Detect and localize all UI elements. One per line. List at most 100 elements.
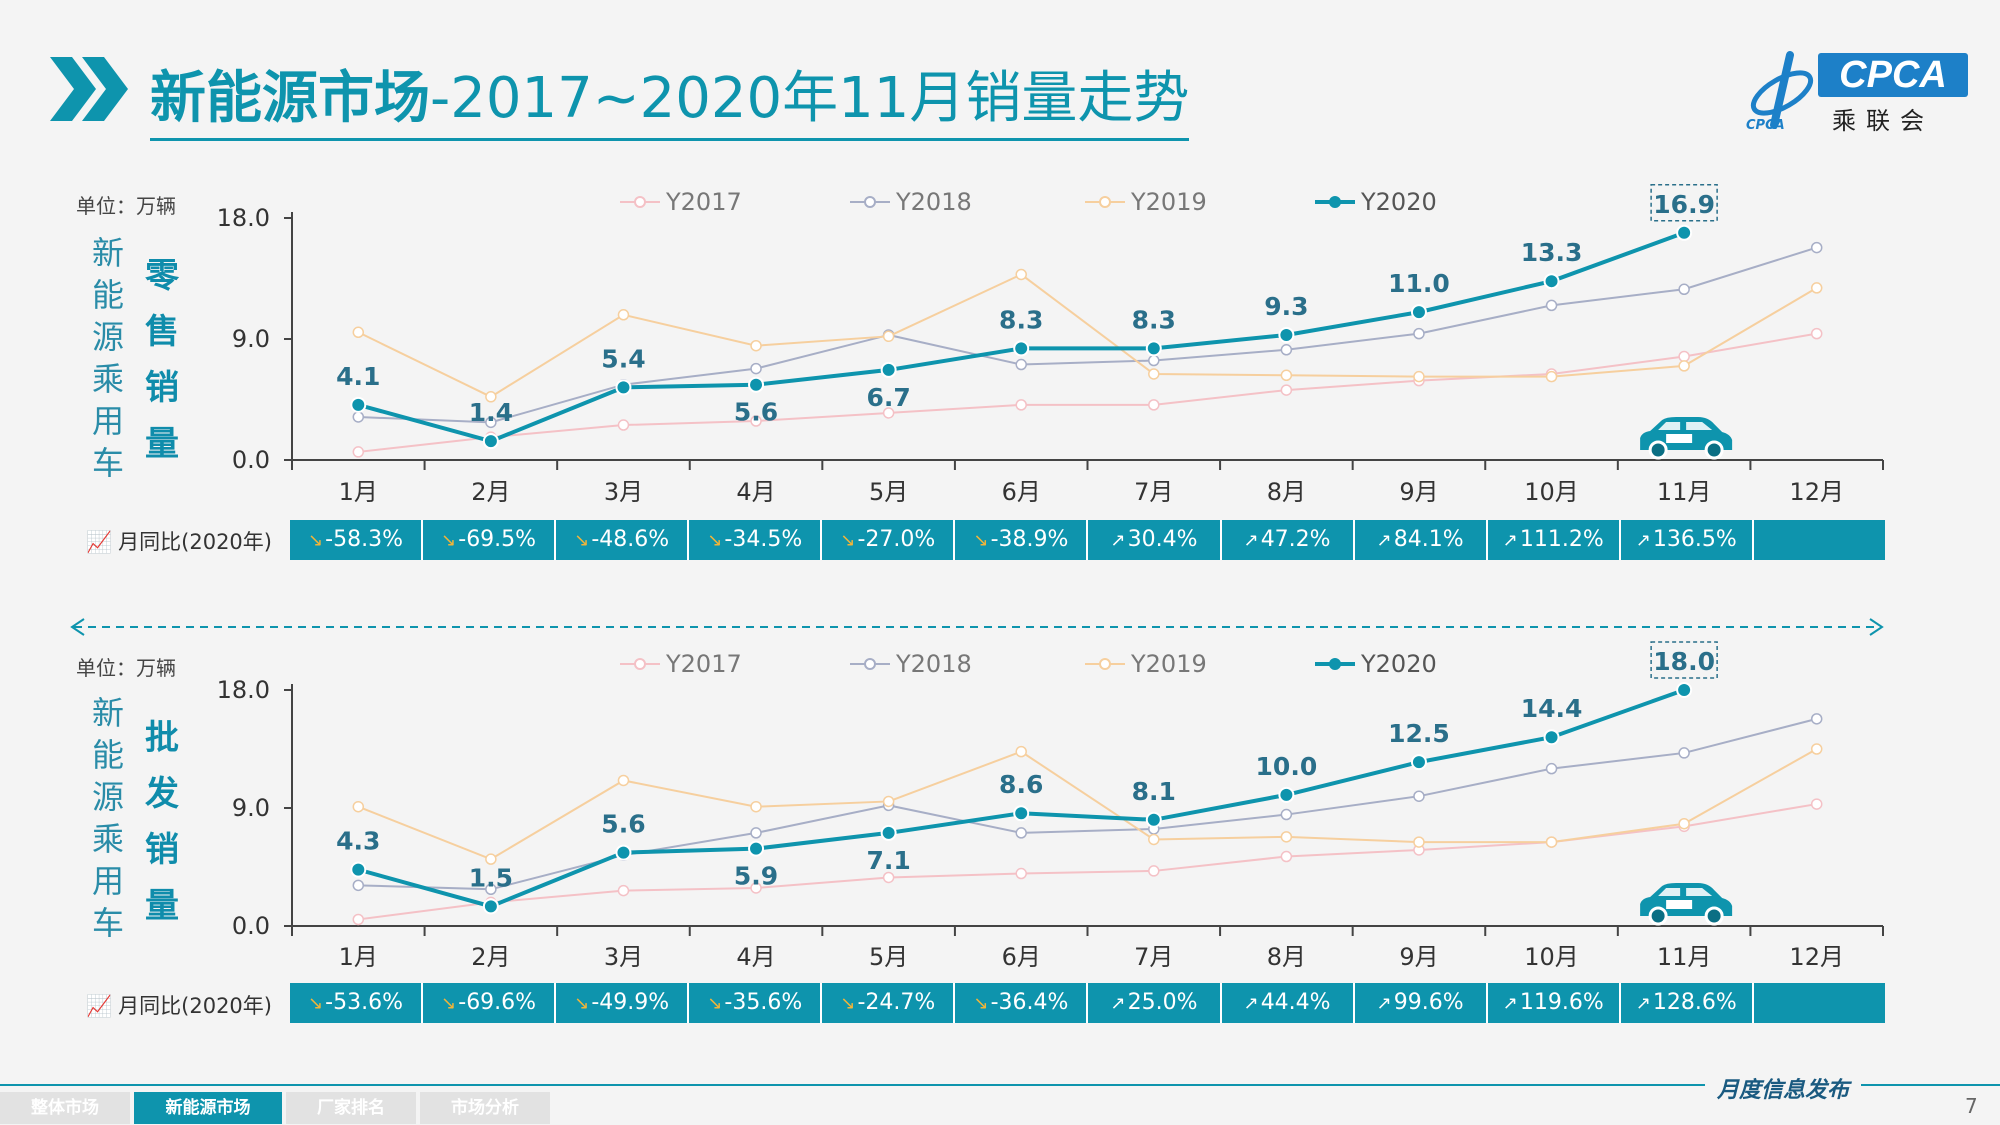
left-label-char: 源 <box>91 778 124 816</box>
x-tick-label: 12月 <box>1789 478 1844 506</box>
yoy-cell: ↘-27.0% <box>822 520 956 560</box>
trend-down-icon: ↘ <box>840 530 856 551</box>
x-tick-label: 4月 <box>736 943 775 971</box>
x-tick-label: 3月 <box>604 943 643 971</box>
x-tick-label: 10月 <box>1524 478 1579 506</box>
data-label: 4.1 <box>336 362 380 391</box>
trend-down-icon: ↘ <box>840 993 856 1014</box>
yoy-cell: ↘-48.6% <box>556 520 690 560</box>
x-tick-label: 12月 <box>1789 943 1844 971</box>
data-point-y2020 <box>1013 805 1030 822</box>
y-tick-label: 9.0 <box>232 794 270 822</box>
data-point-y2020 <box>748 376 765 393</box>
data-point-y2018 <box>750 362 762 375</box>
data-label: 9.3 <box>1264 292 1308 321</box>
trend-up-icon: ↗ <box>1502 993 1518 1014</box>
data-point-y2018 <box>1413 327 1425 340</box>
data-point-y2020 <box>1543 273 1560 290</box>
x-tick-label: 7月 <box>1134 943 1173 971</box>
data-point-y2018 <box>1678 747 1690 759</box>
yoy-cell: ↘-36.4% <box>955 983 1089 1023</box>
data-point-y2020 <box>748 840 765 857</box>
yoy-cell: ↘-38.9% <box>955 520 1089 560</box>
data-point-y2017 <box>1810 327 1823 340</box>
data-point-y2017 <box>750 415 762 427</box>
x-tick-label: 4月 <box>736 478 775 506</box>
data-point-y2019 <box>352 326 365 339</box>
page-title-main: 新能源市场 <box>150 66 430 131</box>
data-point-y2019 <box>1148 833 1160 846</box>
footer-tab-ranking[interactable]: 厂家排名 <box>286 1092 416 1124</box>
data-point-y2019 <box>352 800 365 813</box>
trend-up-icon: 📈 <box>86 994 113 1018</box>
svg-text:Y2020: Y2020 <box>1360 650 1437 678</box>
side-vertical-label: 零 售 销 量 <box>142 248 182 472</box>
car-icon <box>1640 883 1733 926</box>
x-tick-label: 3月 <box>604 478 643 506</box>
side-label-char: 批 <box>145 718 179 758</box>
trend-down-icon: ↘ <box>973 530 989 551</box>
data-point-y2019 <box>1015 268 1027 281</box>
data-label-highlight-box <box>1650 641 1718 679</box>
unit-label: 单位：万辆 <box>76 656 176 680</box>
trend-up-icon: ↗ <box>1110 993 1126 1014</box>
data-point-y2019 <box>1280 369 1293 382</box>
yoy-cell: ↘-49.9% <box>556 983 690 1023</box>
svg-text:Y2017: Y2017 <box>665 650 742 678</box>
x-tick-label: 8月 <box>1267 478 1306 506</box>
yoy-cell: ↗119.6% <box>1487 983 1621 1023</box>
yoy-bar: ↘-58.3% ↘-69.5% ↘-48.6% ↘-34.5% ↘-27.0% ↘-38.… <box>290 520 1885 560</box>
data-point-y2020 <box>1278 326 1295 343</box>
svg-text:Y2019: Y2019 <box>1130 188 1207 216</box>
data-point-y2017 <box>1148 399 1160 411</box>
data-point-y2019 <box>485 853 497 865</box>
data-point-y2020 <box>1145 340 1162 357</box>
data-label: 10.0 <box>1256 752 1318 781</box>
footer-tab-nev[interactable]: 新能源市场 <box>134 1092 282 1124</box>
data-label: 12.5 <box>1388 719 1450 748</box>
data-label: 8.3 <box>999 305 1043 334</box>
data-point-y2019 <box>485 391 497 403</box>
data-label: 4.3 <box>336 827 380 856</box>
yoy-value: -38.9% <box>990 527 1069 552</box>
yoy-value: 47.2% <box>1260 527 1331 552</box>
yoy-value: -58.3% <box>325 527 403 552</box>
yoy-cell: ↗99.6% <box>1354 983 1488 1023</box>
series-line-y2018 <box>358 717 1817 891</box>
data-point-y2019 <box>1678 817 1690 830</box>
yoy-label-text: 月同比(2020年) <box>118 530 272 554</box>
yoy-cell: ↗84.1% <box>1354 520 1488 560</box>
unit-label: 单位：万辆 <box>76 194 176 218</box>
legend-entry: Y2020 <box>1315 188 1437 216</box>
svg-text:Y2018: Y2018 <box>895 650 972 678</box>
yoy-cell: ↗30.4% <box>1088 520 1222 560</box>
side-label-char: 零 <box>145 256 179 296</box>
data-point-y2018 <box>1015 358 1027 371</box>
data-point-y2019 <box>617 309 630 321</box>
data-point-y2018 <box>1545 299 1558 312</box>
data-point-y2019 <box>1678 360 1690 372</box>
yoy-value: 128.6% <box>1652 990 1737 1015</box>
legend-entry: Y2018 <box>850 650 972 678</box>
trend-down-icon: ↘ <box>308 530 324 551</box>
data-point-y2020 <box>482 898 499 915</box>
left-label-char: 车 <box>91 904 124 942</box>
yoy-value: -35.6% <box>724 990 803 1015</box>
data-label: 8.6 <box>999 770 1043 799</box>
data-label: 6.7 <box>866 383 910 412</box>
data-point-y2017 <box>1280 850 1293 863</box>
data-label: 7.1 <box>866 846 910 875</box>
x-tick-label: 9月 <box>1399 478 1438 506</box>
data-point-y2020 <box>1013 340 1030 357</box>
trend-up-icon: ↗ <box>1243 993 1259 1014</box>
footer-tab-analysis[interactable]: 市场分析 <box>420 1092 550 1124</box>
data-point-y2017 <box>1148 865 1160 877</box>
trend-up-icon: ↗ <box>1635 530 1651 551</box>
trend-up-icon: ↗ <box>1635 993 1651 1014</box>
side-label-char: 量 <box>145 424 179 464</box>
svg-text:Y2017: Y2017 <box>665 188 742 216</box>
yoy-cell: ↘-24.7% <box>822 983 956 1023</box>
data-point-y2018 <box>750 827 762 839</box>
data-label: 18.0 <box>1653 647 1715 676</box>
footer-tab-overall[interactable]: 整体市场 <box>0 1092 130 1124</box>
